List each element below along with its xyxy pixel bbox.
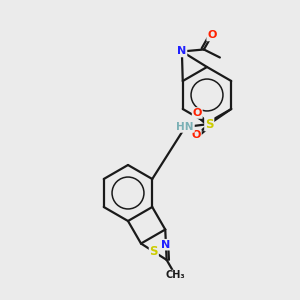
Text: O: O xyxy=(193,108,202,118)
Text: S: S xyxy=(205,118,214,130)
Text: CH₃: CH₃ xyxy=(166,271,185,281)
Text: HN: HN xyxy=(176,122,194,132)
Text: O: O xyxy=(192,130,201,140)
Text: N: N xyxy=(177,46,187,56)
Text: S: S xyxy=(150,245,158,258)
Text: O: O xyxy=(207,31,217,40)
Text: N: N xyxy=(161,240,171,250)
